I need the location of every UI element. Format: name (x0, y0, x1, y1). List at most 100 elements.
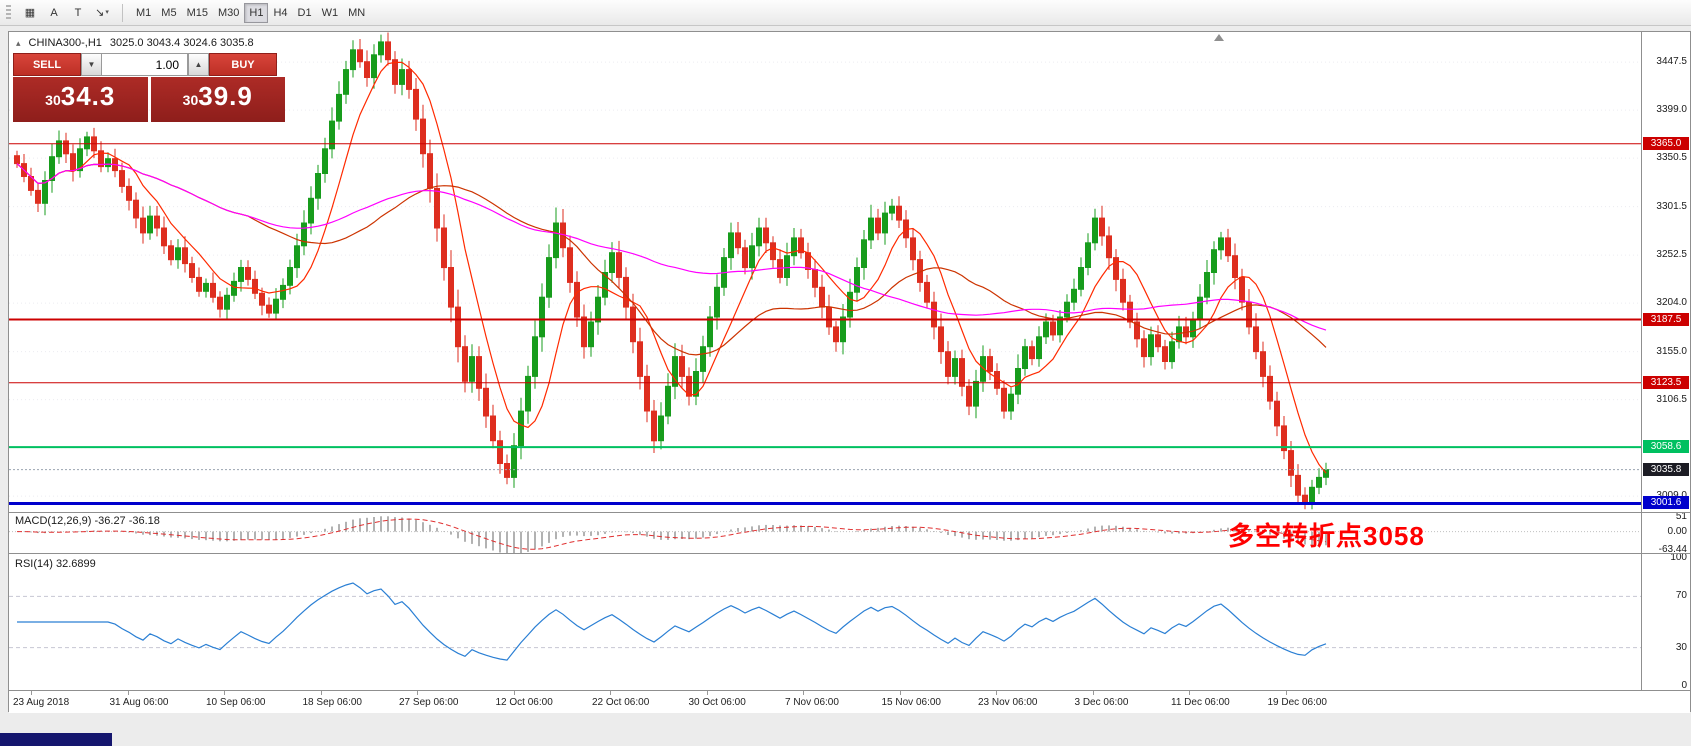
price-tag: 3365.0 (1643, 136, 1689, 150)
price-tag: 3001.6 (1643, 496, 1689, 510)
time-tick (224, 691, 225, 695)
timeframe-h1[interactable]: H1 (244, 2, 269, 23)
time-tick (1189, 691, 1190, 695)
grid-icon[interactable]: ▦ (18, 2, 42, 22)
date-label: 31 Aug 06:00 (109, 697, 169, 708)
chart-header: ▴ CHINA300-,H1 3025.0 3043.4 3024.6 3035… (16, 37, 254, 49)
time-tick (417, 691, 418, 695)
time-tick (899, 691, 901, 695)
rsi-label: RSI(14) 32.6899 (15, 558, 96, 570)
date-label: 19 Dec 06:00 (1267, 697, 1328, 708)
bid-price[interactable]: 30 34.3 (13, 77, 148, 122)
text-box-icon[interactable]: T (66, 3, 90, 23)
price-tick-label: -63.44 (1658, 543, 1687, 555)
chart-ohlc: 3025.0 3043.4 3024.6 3035.8 (109, 37, 254, 49)
timeframe-mn[interactable]: MN (343, 3, 370, 23)
chart-shift-marker[interactable] (1214, 34, 1224, 41)
timeframe-h4[interactable]: H4 (268, 3, 292, 23)
price-tick-label: 3350.5 (1656, 152, 1687, 164)
price-tick-label: 3301.5 (1656, 200, 1687, 212)
price-tick-label: 3447.5 (1656, 56, 1687, 68)
top-toolbar: ▦ A T ↘ ▾ M1 M5 M15 M30 H1 H4 D1 W1 MN (0, 0, 1691, 26)
price-tag: 3058.6 (1643, 440, 1689, 454)
price-tick-label: 51 (1675, 511, 1687, 522)
time-tick (996, 691, 997, 695)
date-label: 3 Dec 06:00 (1074, 697, 1129, 708)
toolbar-grip[interactable] (6, 4, 11, 21)
rsi-name: RSI(14) (15, 558, 53, 570)
price-tick-label: 100 (1670, 552, 1687, 563)
annotation-text: 多空转折点3058 (1228, 521, 1425, 551)
date-label: 30 Oct 06:00 (688, 697, 746, 708)
date-label: 23 Nov 06:00 (978, 697, 1038, 708)
timeframe-group: M1 M5 M15 M30 H1 H4 D1 W1 MN (131, 2, 370, 23)
time-tick (127, 691, 129, 695)
drawing-tools-group: ▦ A T ↘ ▾ (18, 2, 114, 23)
date-label: 7 Nov 06:00 (785, 697, 839, 708)
time-tick (1092, 691, 1094, 695)
timeframe-m5[interactable]: M5 (156, 3, 181, 23)
timeframe-m1[interactable]: M1 (131, 3, 156, 23)
time-tick (610, 691, 611, 695)
date-label: 22 Oct 06:00 (592, 697, 650, 708)
time-tick (1285, 691, 1287, 695)
price-tick-label: 0 (1681, 680, 1687, 691)
panel-divider[interactable] (9, 512, 1690, 513)
chart-symbol: CHINA300-,H1 (28, 37, 102, 49)
text-label-icon[interactable]: A (42, 3, 66, 23)
price-axis[interactable]: 3447.5 3399.0 3350.5 3301.5 3252.5 3204.0 3155… (1641, 32, 1690, 691)
panel-divider[interactable] (9, 690, 1690, 691)
price-tick-label: 0.00 (1667, 525, 1687, 537)
price-tick-label: 3252.5 (1656, 249, 1687, 261)
price-tick-label: 70 (1675, 590, 1687, 602)
macd-label: MACD(12,26,9) -36.27 -36.18 (15, 515, 160, 527)
timeframe-m15[interactable]: M15 (182, 3, 213, 23)
chart-window: ▴ CHINA300-,H1 3025.0 3043.4 3024.6 3035… (8, 31, 1691, 713)
time-tick (513, 691, 515, 695)
one-click-toggle-icon[interactable]: ▴ (16, 37, 21, 48)
buy-button[interactable]: BUY (209, 53, 277, 76)
shapes-caret-icon[interactable]: ▾ (105, 9, 109, 17)
volume-input[interactable] (102, 53, 188, 76)
date-label: 11 Dec 06:00 (1171, 697, 1230, 708)
date-label: 27 Sep 06:00 (399, 697, 459, 708)
volume-increase-button[interactable]: ▲ (188, 53, 209, 76)
price-chart[interactable] (9, 32, 1641, 512)
time-axis[interactable]: 23 Aug 2018 31 Aug 06:00 10 Sep 06:00 18 Se… (9, 691, 1690, 713)
price-tick-label: 3106.5 (1656, 393, 1687, 405)
price-tick-label: 3009.0 (1656, 490, 1687, 501)
price-tick-label: 3204.0 (1656, 297, 1687, 309)
price-tag: 3123.5 (1643, 375, 1689, 389)
timeframe-w1[interactable]: W1 (317, 3, 344, 23)
volume-dropdown-button[interactable]: ▼ (81, 53, 102, 76)
price-tick-label: 30 (1675, 641, 1687, 653)
sell-button[interactable]: SELL (13, 53, 81, 76)
time-tick (31, 691, 32, 695)
date-label: 15 Nov 06:00 (881, 697, 942, 708)
date-label: 23 Aug 2018 (13, 697, 70, 708)
price-tick-label: 3155.0 (1656, 345, 1687, 357)
date-label: 18 Sep 06:00 (302, 697, 363, 708)
time-tick (803, 691, 804, 695)
panel-divider[interactable] (9, 553, 1690, 554)
date-label: 10 Sep 06:00 (206, 697, 266, 708)
time-tick (706, 691, 708, 695)
shapes-arrow-icon[interactable]: ↘ ▾ (90, 2, 114, 22)
rsi-value: 32.6899 (55, 558, 96, 570)
rsi-panel[interactable] (9, 554, 1641, 690)
toolbar-separator (122, 3, 123, 22)
price-tag: 3035.8 (1643, 462, 1689, 476)
bottom-left-accent (0, 733, 112, 746)
timeframe-m30[interactable]: M30 (213, 3, 244, 23)
macd-name: MACD(12,26,9) (15, 515, 92, 527)
date-label: 12 Oct 06:00 (495, 697, 553, 708)
macd-values: -36.27 -36.18 (94, 515, 160, 527)
time-tick (320, 691, 322, 695)
timeframe-d1[interactable]: D1 (293, 3, 317, 23)
ask-price[interactable]: 30 39.9 (150, 77, 285, 122)
price-tag: 3187.5 (1643, 312, 1689, 326)
macd-panel[interactable] (9, 513, 1641, 553)
price-tick-label: 3399.0 (1656, 104, 1687, 116)
